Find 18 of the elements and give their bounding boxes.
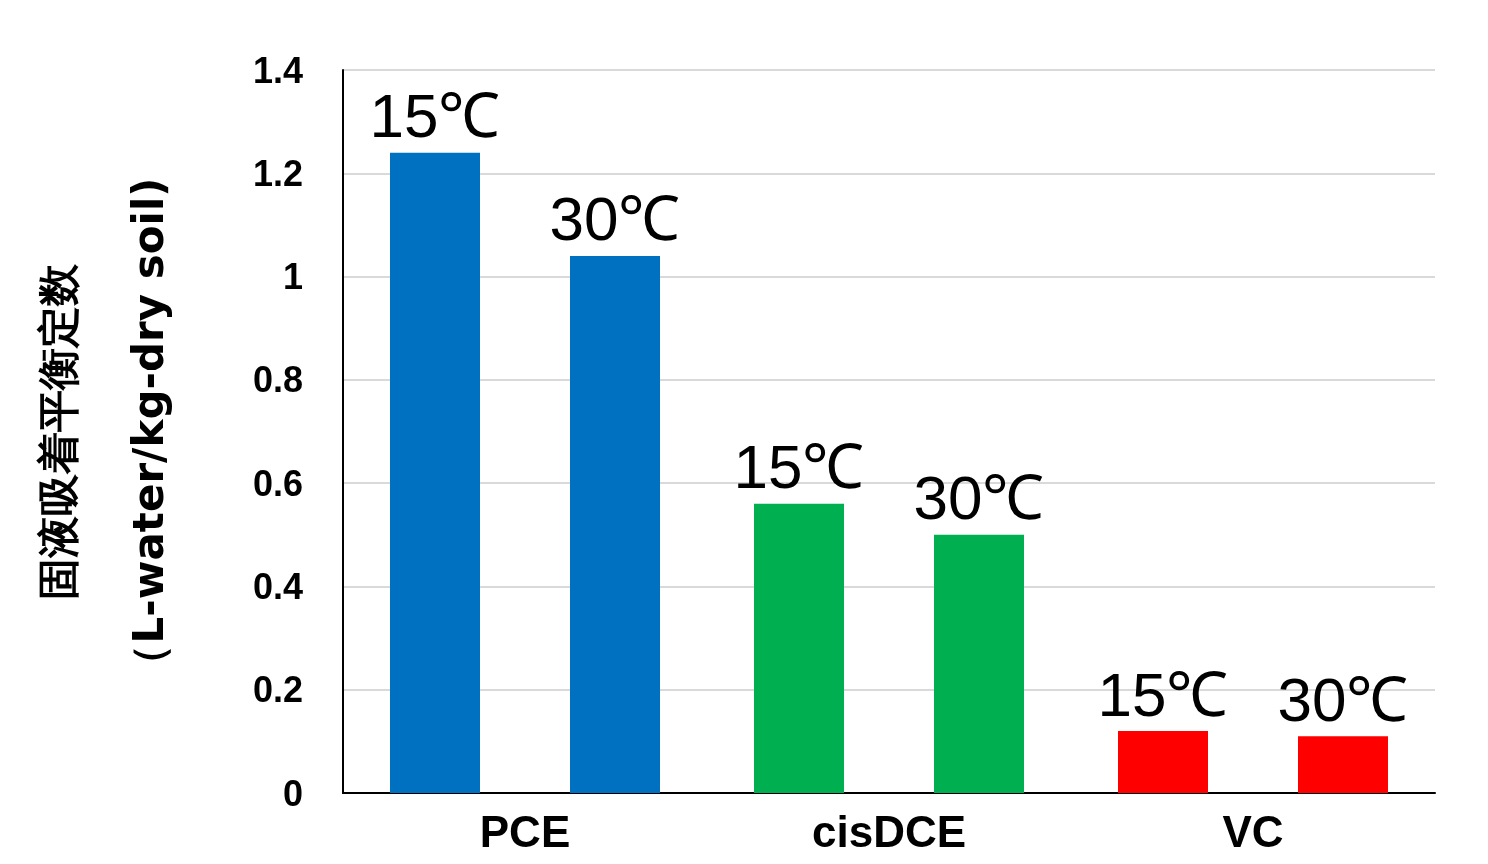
series-label: 15℃ bbox=[369, 81, 501, 151]
y-tick-label: 1.2 bbox=[252, 152, 303, 194]
y-tick-label: 0.6 bbox=[252, 462, 303, 504]
y-tick-label: 0.8 bbox=[252, 359, 303, 401]
text: 15℃ bbox=[733, 432, 865, 502]
x-tick-label: cisDCE bbox=[811, 806, 967, 856]
text: 15℃ bbox=[1097, 659, 1229, 729]
y-tick-label: 1 bbox=[282, 256, 303, 298]
y-tick-label: 1.4 bbox=[252, 49, 303, 91]
y-axis-title: 固液吸着平衡定数（L-water/kg-dry soil) bbox=[33, 177, 173, 686]
x-tick-label: VC bbox=[1222, 806, 1284, 856]
y-tick-label: 0 bbox=[282, 772, 303, 814]
y-tick-label: 0.4 bbox=[252, 565, 303, 607]
y-tick-label: 0.2 bbox=[252, 669, 303, 711]
series-label: 30℃ bbox=[549, 184, 681, 254]
x-tick-label: PCE bbox=[479, 806, 571, 856]
text: 30℃ bbox=[913, 463, 1045, 533]
text: 30℃ bbox=[1277, 664, 1409, 734]
